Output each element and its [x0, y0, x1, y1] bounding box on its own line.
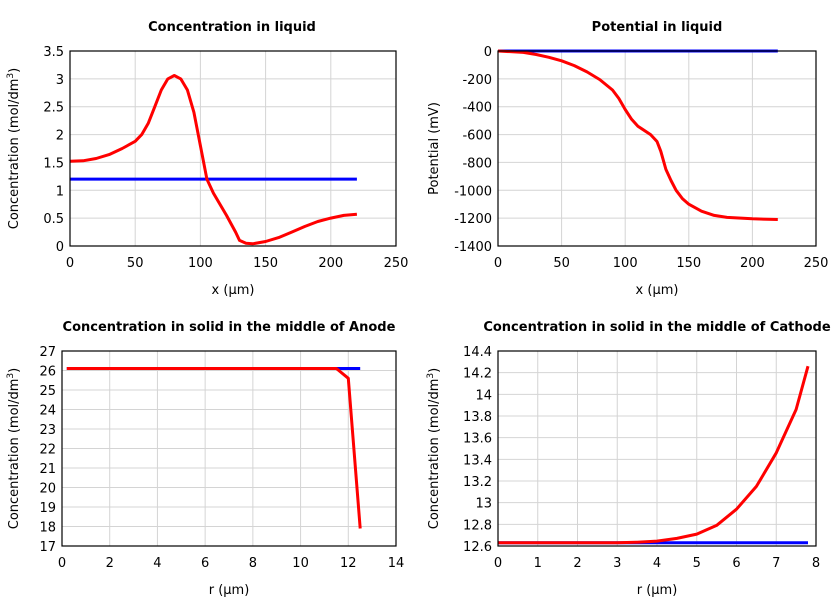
y-tick-label: 12.6 [463, 540, 492, 555]
y-tick-label: 22 [39, 443, 56, 458]
x-tick-label: 10 [292, 556, 309, 571]
y-tick-label: 27 [39, 345, 56, 360]
y-tick-label: -800 [462, 156, 492, 171]
x-tick-label: 250 [384, 256, 409, 271]
y-tick-label: 3.5 [43, 45, 64, 60]
x-tick-label: 2 [106, 556, 114, 571]
x-tick-label: 12 [340, 556, 357, 571]
y-tick-label: 19 [39, 501, 56, 516]
x-tick-label: 50 [553, 256, 570, 271]
x-tick-label: 0 [494, 556, 502, 571]
x-tick-label: 0 [494, 256, 502, 271]
y-tick-label: 12.8 [463, 518, 492, 533]
y-tick-label: 13.2 [463, 475, 492, 490]
y-axis-label: Concentration (mol/dm3) [6, 68, 22, 230]
y-axis-label: Potential (mV) [427, 102, 442, 195]
series-line-2 [498, 365, 810, 545]
x-tick-label: 2 [573, 556, 581, 571]
y-tick-label: -400 [462, 101, 492, 116]
plot-frame [61, 350, 397, 547]
y-tick-label: 17 [39, 540, 56, 555]
x-tick-label: 4 [653, 556, 661, 571]
x-tick-label: 8 [249, 556, 257, 571]
x-axis-label: r (µm) [637, 583, 678, 598]
x-tick-label: 0 [66, 256, 74, 271]
x-tick-label: 50 [127, 256, 144, 271]
y-axis-label: Concentration (mol/dm3) [6, 368, 22, 530]
y-tick-label: 25 [39, 384, 56, 399]
x-tick-label: 4 [153, 556, 161, 571]
y-tick-label: 0.5 [43, 212, 64, 227]
series-line-2 [69, 74, 358, 246]
y-tick-label: 14.4 [463, 345, 492, 360]
y-tick-label: 1.5 [43, 156, 64, 171]
y-tick-label: 18 [39, 521, 56, 536]
x-tick-label: 150 [676, 256, 701, 271]
y-tick-label: 13 [475, 497, 492, 512]
y-tick-label: 20 [39, 482, 56, 497]
y-tick-label: -1400 [454, 240, 492, 255]
x-tick-label: 200 [740, 256, 765, 271]
y-tick-label: 0 [484, 45, 492, 60]
y-axis-label: Concentration (mol/dm3) [426, 368, 442, 530]
y-tick-label: -200 [462, 73, 492, 88]
chart-title: Potential in liquid [592, 20, 723, 35]
y-tick-label: 13.8 [463, 410, 492, 425]
plot-frame [497, 50, 817, 247]
x-tick-label: 0 [58, 556, 66, 571]
x-tick-label: 100 [613, 256, 638, 271]
y-tick-label: 2 [56, 129, 64, 144]
y-tick-label: 13.6 [463, 432, 492, 447]
x-tick-label: 7 [772, 556, 780, 571]
y-tick-label: 2.5 [43, 101, 64, 116]
x-tick-label: 6 [732, 556, 740, 571]
x-tick-label: 1 [534, 556, 542, 571]
subplot-1: 0 50 100 150 200 250 0 0.5 1 1.5 2 2.5 3 3.5 Concentra… [6, 20, 408, 298]
x-axis-label: r (µm) [209, 583, 250, 598]
y-tick-label: 3 [56, 73, 64, 88]
x-tick-label: 3 [613, 556, 621, 571]
y-tick-label: 1 [56, 184, 64, 199]
y-tick-label: 0 [56, 240, 64, 255]
subplot-2: 0 50 100 150 200 250 -1400 -1200 -1000 -800 -600 -4… [427, 20, 828, 298]
y-tick-label: -600 [462, 129, 492, 144]
plot-frame [69, 50, 397, 247]
subplot-3: 0 2 4 6 8 10 12 141718192021222324252627Concent… [6, 320, 404, 598]
x-axis-label: x (µm) [212, 283, 255, 298]
y-tick-label: 14 [475, 388, 492, 403]
x-tick-label: 14 [388, 556, 405, 571]
x-tick-label: 250 [804, 256, 829, 271]
y-tick-label: 24 [39, 404, 56, 419]
y-tick-label: 26 [39, 365, 56, 380]
y-tick-label: 13.4 [463, 453, 492, 468]
series-line-2 [66, 367, 362, 529]
x-tick-label: 5 [693, 556, 701, 571]
x-tick-label: 200 [318, 256, 343, 271]
x-tick-label: 150 [253, 256, 278, 271]
y-tick-label: 23 [39, 423, 56, 438]
y-tick-label: 14.2 [463, 367, 492, 382]
y-tick-label: 21 [39, 462, 56, 477]
y-tick-label: -1000 [454, 184, 492, 199]
x-tick-label: 100 [188, 256, 213, 271]
chart-title: Concentration in liquid [148, 20, 316, 35]
subplot-4: 0 1 2 3 4 5 6 7 8 12.6 12.8 13 13.2 13.4 13.6 13.8 14 14.… [426, 320, 831, 598]
x-axis-label: x (µm) [636, 283, 679, 298]
chart-title: Concentration in solid in the middle of … [63, 320, 396, 335]
y-tick-label: -1200 [454, 212, 492, 227]
series-line-2 [497, 49, 778, 221]
plot-frame [497, 350, 817, 547]
x-tick-label: 8 [812, 556, 820, 571]
x-tick-label: 6 [201, 556, 209, 571]
chart-title: Concentration in solid in the middle of … [483, 320, 831, 335]
